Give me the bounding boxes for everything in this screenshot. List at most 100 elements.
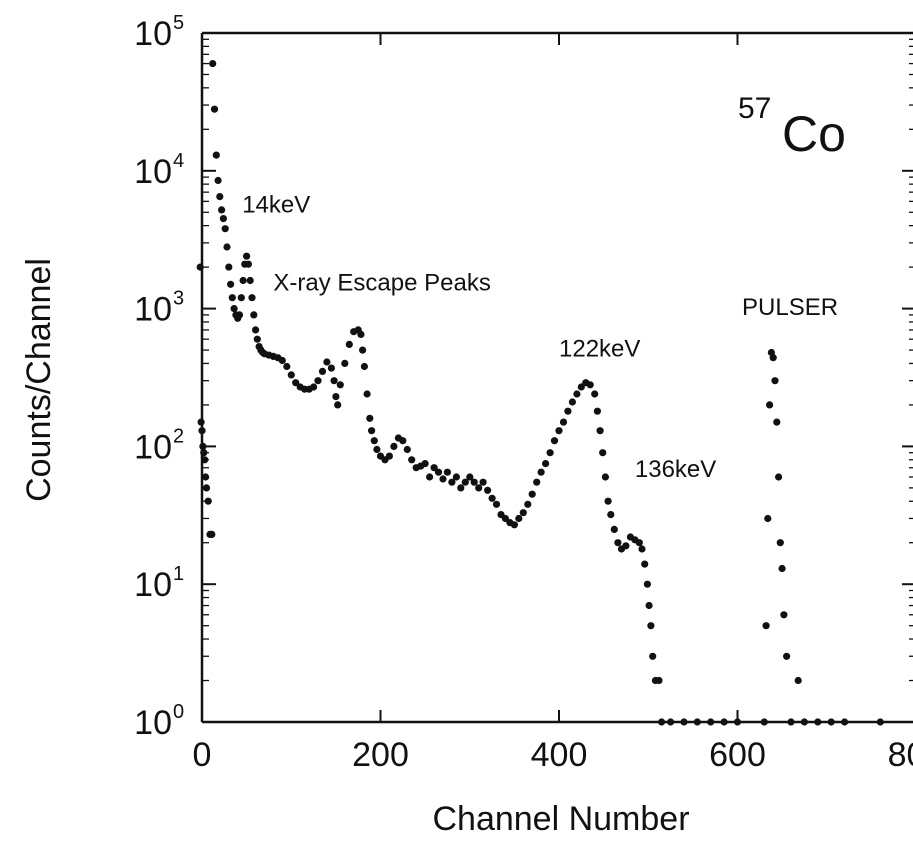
- y-tick-base: 10: [134, 15, 172, 53]
- data-point: [655, 676, 663, 685]
- data-point: [599, 449, 607, 457]
- y-tick-label: 10: [134, 566, 172, 604]
- y-tick-exponent: 0: [173, 701, 184, 723]
- data-point: [586, 381, 594, 389]
- data-point: [310, 383, 318, 391]
- data-point: [762, 622, 770, 630]
- data-point: [439, 475, 447, 483]
- data-point: [510, 521, 518, 529]
- data-point: [357, 330, 365, 338]
- data-point: [202, 484, 211, 492]
- data-point: [278, 356, 286, 365]
- data-point: [827, 718, 835, 726]
- data-point: [228, 294, 236, 302]
- data-point: [219, 215, 227, 223]
- data-point: [399, 437, 407, 445]
- data-point: [341, 359, 349, 367]
- data-point: [667, 718, 675, 726]
- y-tick-base: 10: [134, 428, 172, 466]
- data-point: [800, 718, 809, 726]
- data-point: [461, 478, 469, 486]
- data-point: [330, 377, 338, 385]
- data-point: [794, 676, 802, 685]
- data-point: [466, 473, 474, 481]
- data-point: [218, 206, 226, 214]
- data-point: [537, 468, 545, 476]
- data-point: [771, 377, 779, 385]
- data-point: [524, 500, 532, 508]
- data-point: [492, 500, 501, 508]
- data-point: [334, 401, 342, 409]
- x-tick-label: 200: [352, 736, 409, 774]
- data-point: [658, 718, 666, 726]
- data-point: [327, 364, 335, 372]
- data-point: [368, 427, 376, 435]
- data-point: [614, 539, 622, 547]
- data-point: [318, 367, 327, 375]
- data-point: [778, 564, 786, 573]
- x-tick-label: 0: [193, 736, 212, 774]
- data-point: [607, 510, 615, 519]
- data-point: [359, 346, 367, 354]
- data-point: [208, 530, 216, 539]
- peak-annotation: 136keV: [635, 456, 716, 483]
- data-point: [638, 545, 646, 553]
- data-point: [707, 718, 715, 726]
- data-point: [841, 718, 849, 726]
- data-point: [252, 326, 260, 334]
- data-point: [780, 611, 788, 619]
- data-point: [363, 390, 371, 398]
- data-point: [643, 580, 652, 588]
- data-point: [221, 225, 229, 233]
- data-points: [196, 60, 884, 726]
- data-point: [680, 718, 688, 726]
- data-point: [622, 542, 630, 550]
- data-point: [764, 514, 772, 523]
- data-point: [227, 280, 235, 288]
- data-point: [248, 294, 256, 302]
- data-point: [250, 311, 258, 319]
- data-point: [776, 539, 784, 547]
- y-tick-base: 10: [134, 291, 172, 329]
- y-tick-exponent: 2: [173, 425, 184, 447]
- data-point: [546, 449, 554, 457]
- data-point: [336, 381, 344, 389]
- data-point: [519, 509, 527, 517]
- x-tick-label: 800: [888, 736, 913, 774]
- data-point: [253, 335, 261, 343]
- data-point: [604, 497, 612, 505]
- data-point: [244, 260, 252, 268]
- data-point: [230, 305, 238, 313]
- data-point: [345, 340, 353, 348]
- data-point: [452, 473, 460, 481]
- data-point: [760, 718, 768, 726]
- data-point: [577, 383, 585, 391]
- data-point: [775, 473, 783, 481]
- data-point: [246, 276, 254, 285]
- data-point: [201, 456, 209, 464]
- y-tick-label: 10: [134, 291, 172, 329]
- data-point: [470, 478, 478, 486]
- data-point: [421, 460, 429, 468]
- data-point: [550, 437, 559, 445]
- data-point: [484, 486, 492, 494]
- data-point: [766, 401, 774, 409]
- data-point: [645, 601, 653, 610]
- x-axis-title: Channel Number: [432, 800, 689, 838]
- data-point: [568, 398, 577, 406]
- data-point: [199, 442, 207, 450]
- data-point: [773, 418, 781, 426]
- y-tick-base: 10: [134, 704, 172, 742]
- data-point: [237, 294, 245, 302]
- data-point: [292, 379, 300, 387]
- data-point: [488, 494, 496, 502]
- data-point: [528, 490, 536, 498]
- data-point: [239, 276, 247, 285]
- data-point: [373, 445, 381, 454]
- peak-annotation: PULSER: [742, 294, 838, 321]
- data-point: [426, 473, 434, 481]
- y-tick-label: 10: [134, 15, 172, 53]
- data-point: [783, 652, 791, 660]
- y-tick-exponent: 4: [173, 150, 184, 172]
